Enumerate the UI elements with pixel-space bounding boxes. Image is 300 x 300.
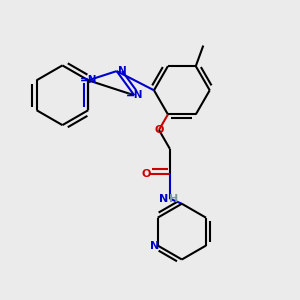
Text: =N: =N <box>125 90 143 100</box>
Text: =N: =N <box>80 75 97 85</box>
Text: O: O <box>141 169 151 179</box>
Text: N: N <box>159 194 169 204</box>
Text: H: H <box>169 194 178 204</box>
Text: N: N <box>118 66 126 76</box>
Text: O: O <box>154 125 164 135</box>
Text: N: N <box>150 241 159 250</box>
